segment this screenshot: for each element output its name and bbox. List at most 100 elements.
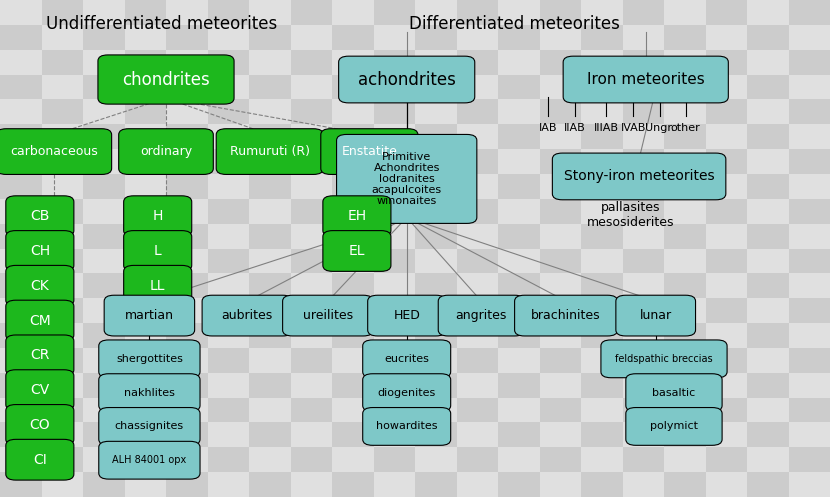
Bar <box>166 50 208 75</box>
Bar <box>290 373 332 398</box>
Bar <box>706 174 747 199</box>
FancyBboxPatch shape <box>99 408 200 445</box>
Bar <box>290 199 332 224</box>
Bar <box>415 50 457 75</box>
Bar <box>415 323 457 348</box>
Bar <box>622 373 664 398</box>
Bar <box>208 124 249 149</box>
Bar <box>581 447 622 472</box>
Bar <box>747 224 788 248</box>
Text: aubrites: aubrites <box>222 309 273 322</box>
Bar <box>0 124 42 149</box>
Bar <box>42 323 83 348</box>
Bar <box>457 0 498 25</box>
Bar <box>664 50 706 75</box>
Bar <box>0 273 42 298</box>
Bar <box>332 25 374 50</box>
Bar <box>0 99 42 124</box>
Bar <box>788 124 830 149</box>
Bar <box>498 75 540 99</box>
Bar <box>664 248 706 273</box>
FancyBboxPatch shape <box>6 231 74 271</box>
Bar <box>83 75 124 99</box>
Bar <box>498 224 540 248</box>
Bar <box>415 124 457 149</box>
Bar <box>498 422 540 447</box>
Bar <box>124 447 166 472</box>
Bar <box>706 373 747 398</box>
Text: martian: martian <box>124 309 174 322</box>
Bar <box>747 149 788 174</box>
Bar <box>290 472 332 497</box>
Bar <box>208 25 249 50</box>
Bar <box>540 99 581 124</box>
Text: CR: CR <box>30 348 50 362</box>
Bar <box>166 75 208 99</box>
Bar <box>706 248 747 273</box>
Bar <box>457 298 498 323</box>
Bar <box>332 99 374 124</box>
Bar <box>706 472 747 497</box>
Bar <box>249 199 290 224</box>
FancyBboxPatch shape <box>99 374 200 412</box>
Bar <box>540 0 581 25</box>
Bar <box>249 298 290 323</box>
Bar <box>290 50 332 75</box>
Bar <box>498 323 540 348</box>
Bar <box>498 373 540 398</box>
Bar <box>166 472 208 497</box>
Bar <box>788 75 830 99</box>
Bar <box>290 149 332 174</box>
Bar <box>788 323 830 348</box>
Bar <box>622 348 664 373</box>
Bar <box>622 149 664 174</box>
Bar <box>332 398 374 422</box>
Bar <box>664 422 706 447</box>
Text: IIIAB: IIIAB <box>593 123 618 133</box>
Bar <box>0 472 42 497</box>
Bar <box>249 472 290 497</box>
Bar <box>83 422 124 447</box>
Bar <box>788 99 830 124</box>
Bar <box>374 199 415 224</box>
Bar <box>581 99 622 124</box>
Text: ALH 84001 opx: ALH 84001 opx <box>112 455 187 465</box>
Bar <box>622 323 664 348</box>
Bar <box>124 124 166 149</box>
Bar <box>581 174 622 199</box>
Bar <box>747 398 788 422</box>
FancyBboxPatch shape <box>339 56 475 103</box>
Bar <box>664 0 706 25</box>
Bar <box>290 124 332 149</box>
Bar <box>208 0 249 25</box>
Bar <box>124 348 166 373</box>
Bar <box>415 447 457 472</box>
Bar <box>42 0 83 25</box>
Bar <box>581 124 622 149</box>
Bar <box>166 298 208 323</box>
Bar <box>290 298 332 323</box>
Bar <box>747 323 788 348</box>
Bar <box>208 149 249 174</box>
Text: carbonaceous: carbonaceous <box>10 145 98 158</box>
FancyBboxPatch shape <box>363 408 451 445</box>
Bar <box>124 174 166 199</box>
Bar <box>249 50 290 75</box>
Bar <box>166 447 208 472</box>
Bar <box>83 99 124 124</box>
Bar <box>457 50 498 75</box>
Bar <box>581 273 622 298</box>
Bar <box>664 273 706 298</box>
Bar <box>332 199 374 224</box>
Bar <box>622 224 664 248</box>
FancyBboxPatch shape <box>323 231 391 271</box>
Text: brachinites: brachinites <box>531 309 601 322</box>
Bar <box>166 422 208 447</box>
Bar <box>540 298 581 323</box>
Bar <box>747 373 788 398</box>
Bar <box>42 472 83 497</box>
Bar <box>498 99 540 124</box>
Bar <box>208 75 249 99</box>
Text: Undifferentiated meteorites: Undifferentiated meteorites <box>46 15 277 33</box>
Bar <box>374 149 415 174</box>
